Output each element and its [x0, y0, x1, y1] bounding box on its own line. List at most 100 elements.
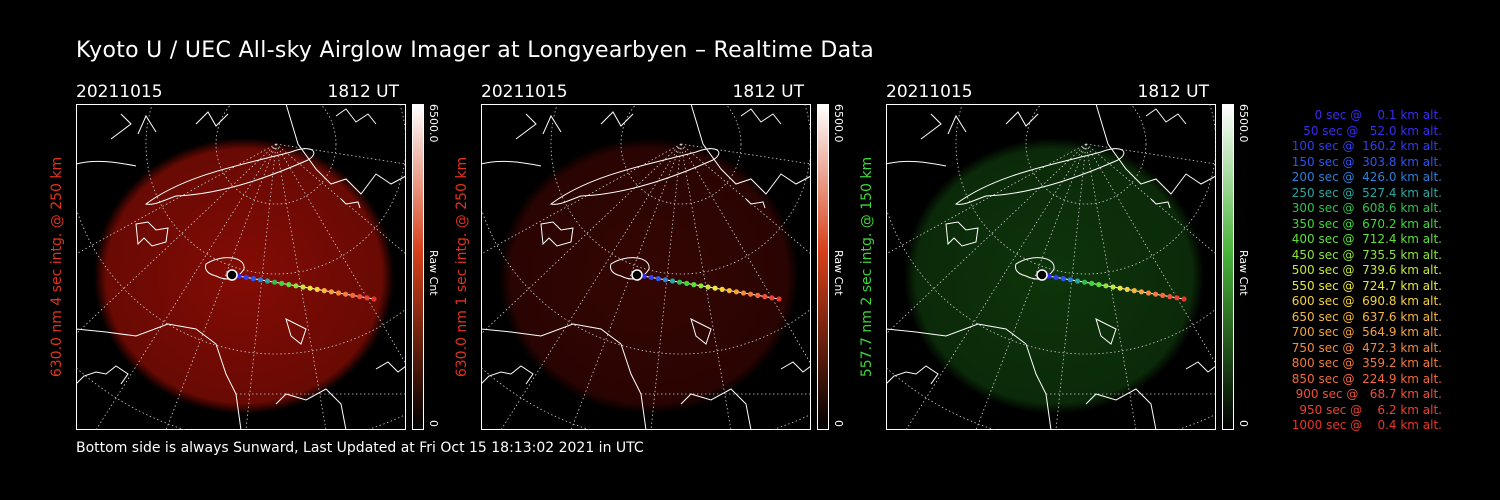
trajectory-point	[769, 295, 775, 301]
legend-row: 650 sec @ 637.6 km alt.	[1287, 309, 1442, 324]
legend-row: 150 sec @ 303.8 km alt.	[1287, 154, 1442, 169]
trajectory-point	[272, 279, 278, 285]
colorbar	[817, 104, 829, 430]
airglow-disc	[904, 138, 1204, 414]
trajectory-point	[1103, 283, 1109, 289]
legend-row: 550 sec @ 724.7 km alt.	[1287, 278, 1442, 293]
allsky-map	[76, 104, 406, 430]
trajectory-point	[684, 280, 690, 286]
trajectory-point	[1046, 273, 1052, 279]
coastline	[481, 323, 647, 430]
trajectory-point	[321, 288, 327, 294]
coastline	[340, 198, 361, 209]
coastline	[886, 365, 939, 385]
coastline	[481, 365, 534, 385]
coastline	[110, 113, 157, 140]
legend-row: 400 sec @ 712.4 km alt.	[1287, 232, 1442, 246]
legend-row: 850 sec @ 224.9 km alt.	[1287, 371, 1442, 386]
trajectory-point	[357, 294, 363, 300]
longitude-line	[95, 143, 277, 430]
image-panel-630-1s: 20211015 1812 UT 630.0 nm 1 sec intg. @ …	[454, 80, 901, 430]
coastline	[375, 361, 406, 373]
trajectory-point	[1160, 292, 1166, 298]
coastline	[285, 104, 406, 195]
longitude-line	[500, 143, 682, 430]
latitude-circle	[620, 104, 742, 205]
trajectory-point	[1131, 288, 1137, 294]
legend-row: 50 sec @ 52.0 km alt.	[1295, 123, 1442, 138]
trajectory-point	[1074, 278, 1081, 284]
trajectory-point	[740, 290, 747, 296]
page-title: Kyoto U / UEC All-sky Airglow Imager at …	[76, 38, 875, 63]
allsky-map	[886, 104, 1216, 430]
station-marker	[631, 269, 643, 281]
trajectory-point	[733, 289, 739, 295]
coastline	[285, 318, 307, 345]
colorbar-min: 0	[427, 420, 440, 427]
station-marker	[1036, 269, 1048, 281]
trajectory-point	[648, 274, 654, 280]
longitude-line	[165, 143, 277, 430]
coastline	[1150, 198, 1171, 209]
trajectory-point	[762, 294, 768, 300]
panel-time: 1812 UT	[1137, 82, 1210, 102]
trajectory-point	[1053, 274, 1059, 280]
coastline	[680, 388, 752, 430]
coastline	[144, 148, 315, 205]
panel-side-label: 630.0 nm 1 sec intg. @ 250 km	[451, 104, 473, 430]
trajectory-point	[1082, 279, 1088, 285]
trajectory-point	[1117, 285, 1123, 291]
coastline	[135, 221, 169, 247]
legend-row: 800 sec @ 359.2 km alt.	[1287, 356, 1442, 370]
trajectory-point	[662, 277, 668, 283]
panel-date: 20211015	[76, 82, 163, 102]
panel-side-label: 630.0 nm 4 sec intg. @ 250 km	[46, 104, 68, 430]
trajectory-point	[307, 285, 313, 291]
coastline	[540, 221, 574, 247]
coastline	[740, 108, 782, 125]
trajectory-point	[328, 289, 334, 295]
trajectory-point	[726, 288, 732, 294]
latitude-circle	[550, 104, 811, 275]
colorbar-unit: Raw Cnt	[1237, 250, 1250, 296]
coastline	[954, 148, 1125, 205]
longitude-line	[570, 143, 682, 430]
trajectory-point	[286, 282, 292, 288]
trajectory-point	[1167, 294, 1173, 300]
coastline	[920, 113, 967, 140]
longitude-line	[1085, 143, 1216, 365]
trajectory-point	[1138, 289, 1144, 295]
longitude-line	[680, 143, 811, 365]
legend-row: 350 sec @ 670.2 km alt.	[1287, 216, 1442, 231]
trajectory-point	[669, 278, 676, 284]
trajectory-point	[705, 284, 711, 290]
legend-row: 0 sec @ 0.1 km alt.	[1303, 108, 1442, 122]
trajectory-point	[371, 296, 377, 302]
trajectory-point	[641, 273, 647, 279]
trajectory-point	[364, 295, 370, 301]
coastline	[195, 111, 229, 127]
trajectory-legend: 0 sec @ 0.1 km alt. 50 sec @ 52.0 km alt…	[1262, 108, 1442, 434]
trajectory-point	[1060, 276, 1066, 282]
colorbar-min: 0	[832, 420, 845, 427]
legend-row: 450 sec @ 735.5 km alt.	[1287, 247, 1442, 262]
colorbar-unit: Raw Cnt	[427, 250, 440, 296]
longitude-line	[275, 143, 406, 365]
trajectory-point	[300, 284, 306, 290]
coastline	[886, 323, 1052, 430]
legend-row: 750 sec @ 472.3 km alt.	[1287, 340, 1442, 355]
colorbar-max: 6500.0	[1237, 104, 1250, 143]
trajectory-point	[776, 296, 782, 302]
coastline	[515, 113, 562, 140]
coastline	[745, 198, 766, 209]
trajectory-point	[250, 276, 256, 282]
coastline	[1095, 104, 1216, 195]
coastline	[481, 160, 542, 167]
panel-date: 20211015	[481, 82, 568, 102]
legend-row: 700 sec @ 564.9 km alt.	[1287, 325, 1442, 339]
panel-side-label: 557.7 nm 2 sec intg. @ 150 km	[856, 104, 878, 430]
trajectory-point	[264, 278, 271, 284]
trajectory-point	[236, 273, 242, 279]
colorbar-min: 0	[1237, 420, 1250, 427]
legend-row: 300 sec @ 608.6 km alt.	[1287, 201, 1442, 215]
